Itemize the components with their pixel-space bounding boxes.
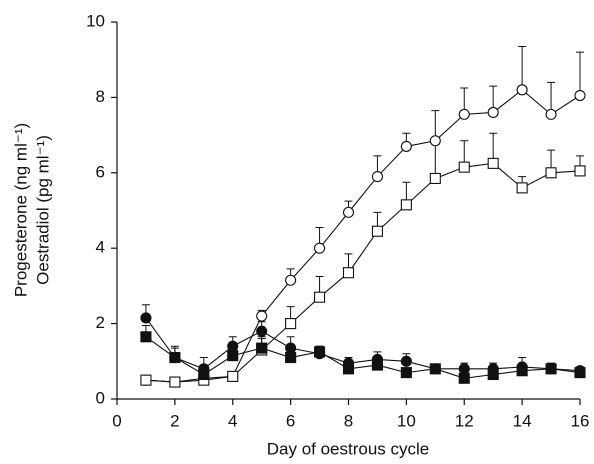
marker xyxy=(516,182,528,194)
marker xyxy=(314,242,326,254)
marker xyxy=(342,363,355,375)
marker xyxy=(256,325,268,337)
marker xyxy=(227,370,239,382)
marker xyxy=(140,312,152,324)
marker xyxy=(371,171,383,183)
marker xyxy=(400,355,412,367)
marker xyxy=(140,374,152,386)
marker xyxy=(285,351,297,364)
y-tick-label: 10 xyxy=(86,11,105,30)
x-tick-label: 2 xyxy=(170,411,179,430)
y-axis-label: Progesterone (ng ml⁻¹) xyxy=(11,123,30,297)
marker xyxy=(140,331,152,343)
marker xyxy=(429,363,441,375)
x-tick-label: 4 xyxy=(228,411,237,430)
marker xyxy=(458,108,470,120)
marker xyxy=(400,367,412,379)
x-axis-label: Day of oestrous cycle xyxy=(267,439,430,458)
marker xyxy=(458,372,470,384)
marker xyxy=(314,346,326,358)
x-tick-label: 8 xyxy=(344,411,353,430)
marker xyxy=(545,167,557,179)
marker xyxy=(545,363,557,375)
marker xyxy=(227,350,239,362)
y-tick-label: 0 xyxy=(96,388,105,407)
marker xyxy=(574,89,586,102)
marker xyxy=(429,135,441,147)
y-axis-label: Oestradiol (pg ml⁻¹) xyxy=(33,135,52,285)
marker xyxy=(256,342,268,354)
series-line xyxy=(145,162,581,383)
marker xyxy=(371,225,383,237)
marker xyxy=(487,368,499,381)
y-tick-label: 2 xyxy=(96,313,105,332)
marker xyxy=(574,367,586,379)
marker xyxy=(342,267,355,279)
marker xyxy=(458,363,470,375)
y-tick-label: 8 xyxy=(96,87,105,106)
marker xyxy=(516,365,528,377)
series-line xyxy=(145,317,581,372)
marker xyxy=(574,165,586,177)
marker xyxy=(198,368,210,381)
marker xyxy=(169,376,181,388)
marker xyxy=(371,359,383,371)
x-tick-label: 0 xyxy=(112,411,121,430)
marker xyxy=(487,106,499,119)
x-tick-label: 16 xyxy=(571,411,590,430)
marker xyxy=(458,161,470,173)
error-bar xyxy=(518,46,527,90)
marker xyxy=(342,206,355,218)
series-line xyxy=(145,336,581,379)
marker xyxy=(285,318,297,330)
y-tick-label: 4 xyxy=(96,238,105,257)
marker xyxy=(400,140,412,152)
marker xyxy=(314,291,326,303)
marker xyxy=(169,351,181,364)
series-line xyxy=(145,89,581,383)
marker xyxy=(285,274,297,286)
marker xyxy=(285,342,297,354)
error-bar xyxy=(576,51,584,96)
marker xyxy=(400,199,412,211)
marker xyxy=(487,157,499,169)
marker xyxy=(256,310,268,322)
x-tick-label: 14 xyxy=(513,411,532,430)
marker xyxy=(545,108,557,120)
marker xyxy=(516,84,528,96)
marker xyxy=(429,172,441,185)
marker xyxy=(227,340,239,352)
y-tick-label: 6 xyxy=(96,162,105,181)
x-tick-label: 12 xyxy=(455,411,474,430)
x-tick-label: 6 xyxy=(286,411,295,430)
x-tick-label: 10 xyxy=(397,411,416,430)
